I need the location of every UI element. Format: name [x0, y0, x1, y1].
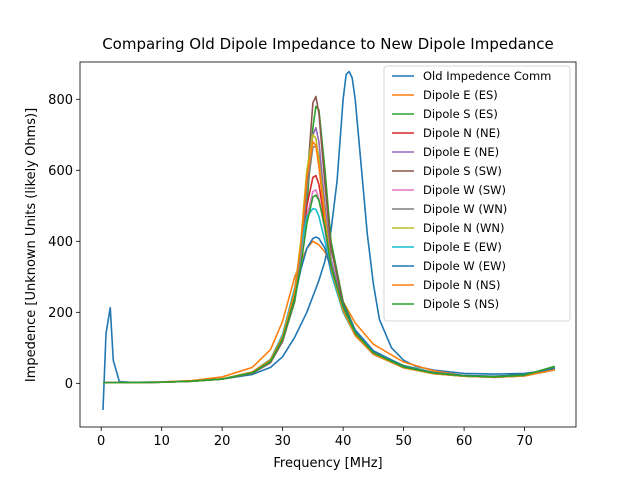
- legend-entry-label: Dipole E (NE): [423, 145, 499, 159]
- legend-entry-label: Dipole N (NE): [423, 126, 500, 140]
- y-tick-label: 200: [48, 306, 73, 321]
- y-axis-ticks: 0 200 400 600 800: [48, 93, 80, 392]
- legend: Old Impedence Comm Dipole E (ES) Dipole S …: [383, 65, 571, 322]
- x-tick-label: 0: [97, 434, 105, 449]
- x-tick-label: 40: [335, 434, 352, 449]
- series-line-13: [102, 194, 556, 384]
- legend-box: [383, 65, 571, 322]
- legend-entry-label: Dipole E (EW): [423, 240, 502, 254]
- legend-entry-label: Dipole W (EW): [423, 259, 506, 273]
- y-tick-label: 600: [48, 164, 73, 179]
- x-tick-label: 10: [153, 434, 170, 449]
- y-tick-label: 0: [65, 377, 73, 392]
- legend-entry-label: Dipole W (SW): [423, 183, 506, 197]
- legend-entry-label: Dipole S (NS): [423, 297, 499, 311]
- chart-title: Comparing Old Dipole Impedance to New Di…: [102, 35, 554, 53]
- y-tick-label: 400: [48, 235, 73, 250]
- legend-entry-label: Dipole E (ES): [423, 88, 498, 102]
- legend-entry-label: Old Impedence Comm: [423, 69, 551, 83]
- x-tick-label: 70: [516, 434, 533, 449]
- series-layer: [102, 70, 556, 410]
- x-tick-label: 50: [395, 434, 412, 449]
- x-tick-label: 60: [456, 434, 473, 449]
- legend-entry-label: Dipole W (WN): [423, 202, 507, 216]
- y-tick-label: 800: [48, 93, 73, 108]
- legend-entry-label: Dipole N (NS): [423, 278, 500, 292]
- axes-frame: [79, 61, 577, 428]
- x-axis-ticks: 0 10 20 30 40 50 60 70: [97, 427, 533, 449]
- legend-entry-label: Dipole S (ES): [423, 107, 498, 121]
- legend-entry-label: Dipole S (SW): [423, 164, 502, 178]
- y-axis-label: Impedence [Unknown Units (likely Ohms)]: [24, 108, 39, 382]
- x-axis-label: Frequency [MHz]: [273, 456, 382, 471]
- series-line-2: [102, 240, 555, 384]
- legend-entry-label: Dipole N (WN): [423, 221, 505, 235]
- x-tick-label: 20: [214, 434, 231, 449]
- x-tick-label: 30: [274, 434, 291, 449]
